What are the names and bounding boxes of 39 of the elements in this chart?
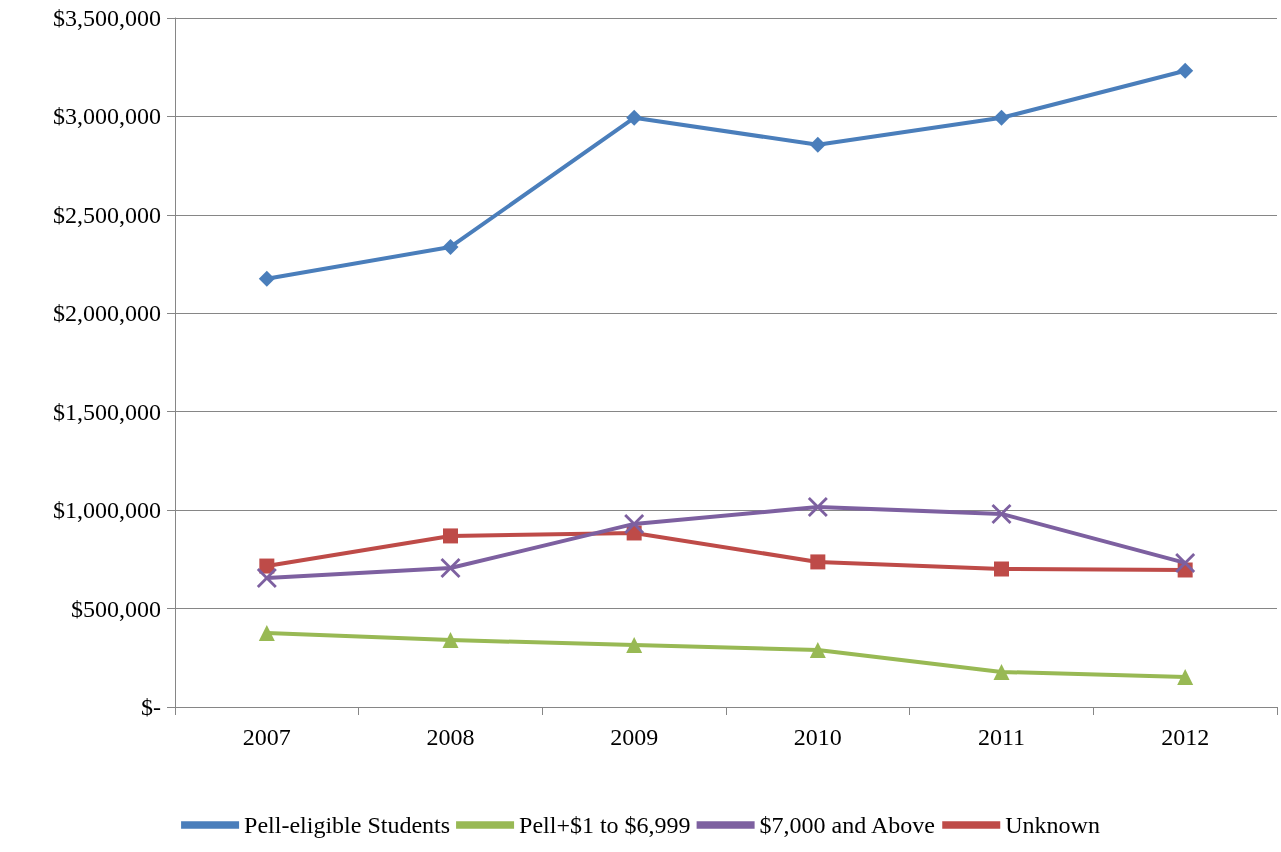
legend-label: Unknown [1005,812,1100,838]
point [440,558,461,579]
point [993,109,1010,126]
point [1177,669,1194,686]
point [442,238,459,255]
point [442,632,459,649]
x-tick-label: 2010 [793,724,842,750]
x-tick-label: 2011 [977,724,1026,750]
point [994,561,1009,577]
x-tick-label: 2008 [426,724,475,750]
point [258,624,275,641]
point [626,636,643,653]
legend-label: Pell-eligible Students [244,812,451,838]
y-tick-label: $500,000 [71,595,161,622]
y-tick-label: $3,500,000 [53,5,161,31]
point [624,513,645,534]
point [809,641,826,658]
point [443,528,458,544]
point [810,554,826,570]
x-tick-label: 2009 [610,724,659,750]
point [626,109,643,126]
legend-label: Pell+$1 to $6,999 [519,812,691,838]
point [1175,552,1196,573]
point [991,503,1012,524]
y-tick-label: $3,000,000 [53,103,161,130]
y-tick-label: $2,500,000 [53,201,161,228]
x-tick-label: 2012 [1161,724,1210,750]
point [809,136,826,153]
y-tick-label: $1,000,000 [53,497,161,524]
point [807,496,828,517]
point [993,663,1010,680]
point [1177,62,1194,79]
y-tick-label: $1,500,000 [53,398,161,425]
legend-label: $7,000 and Above [759,812,935,838]
y-tick-label: $2,000,000 [53,300,161,327]
y-tick-label: $- [141,694,161,720]
point [256,568,277,589]
x-tick-label: 2007 [242,724,291,750]
point [258,270,275,287]
